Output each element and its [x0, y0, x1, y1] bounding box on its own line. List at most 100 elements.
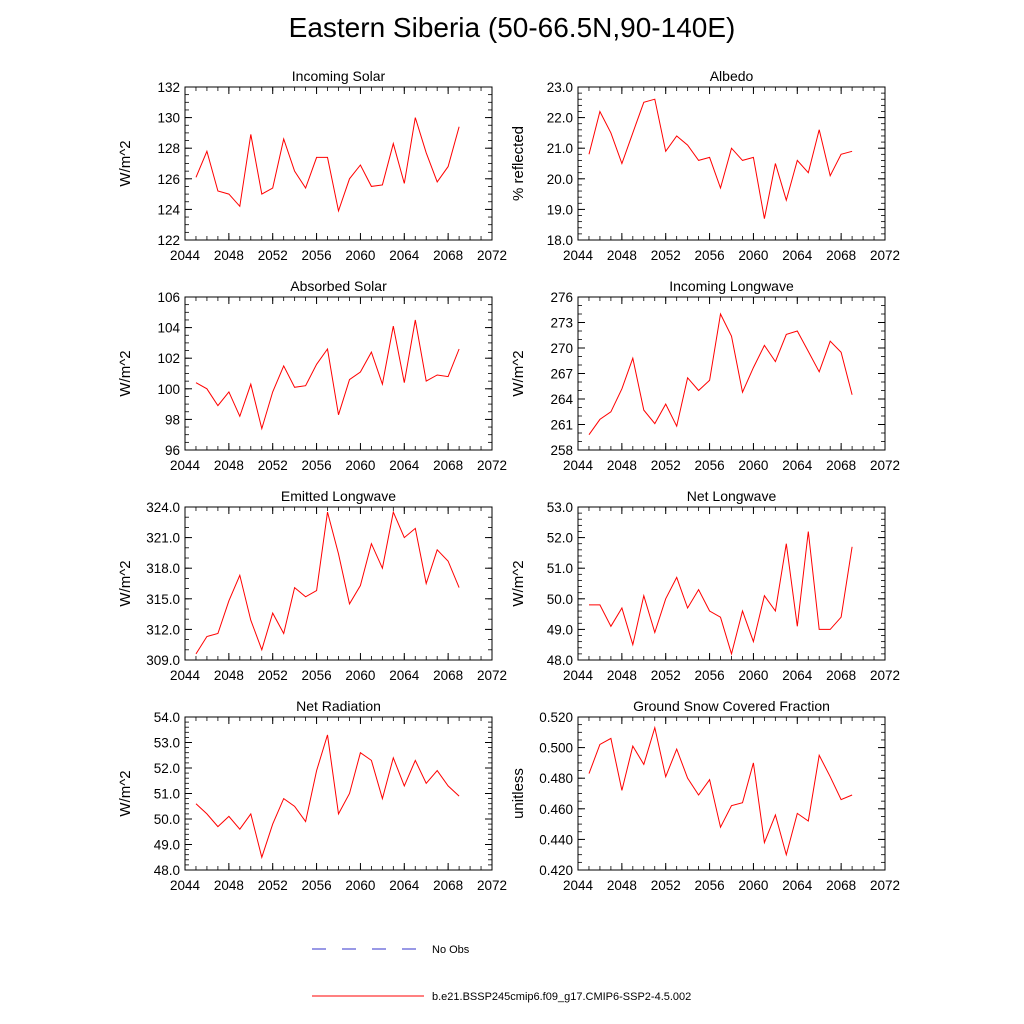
y-tick-label: 18.0: [547, 233, 573, 248]
y-tick-label: 321.0: [146, 531, 180, 546]
y-tick-label: 22.0: [547, 111, 573, 126]
x-tick-label: 2064: [389, 878, 420, 893]
y-tick-label: 128: [157, 141, 180, 156]
x-tick-label: 2052: [258, 668, 288, 683]
x-tick-label: 2068: [433, 248, 463, 263]
y-axis-label: W/m^2: [117, 350, 134, 396]
y-axis-label: W/m^2: [117, 770, 134, 816]
x-tick-label: 2048: [214, 458, 244, 473]
plot-frame: [184, 506, 493, 661]
x-tick-label: 2072: [870, 668, 900, 683]
y-tick-label: 19.0: [547, 202, 573, 217]
x-tick-label: 2060: [738, 458, 768, 473]
x-tick-label: 2072: [870, 878, 900, 893]
y-tick-label: 124: [157, 202, 180, 217]
y-tick-label: 100: [157, 382, 180, 397]
y-tick-label: 267: [550, 367, 573, 382]
y-tick-label: 264: [550, 392, 573, 407]
legend-label: b.e21.BSSP245cmip6.f09_g17.CMIP6-SSP2-4.…: [432, 991, 691, 1003]
y-tick-label: 309.0: [146, 653, 180, 668]
x-tick-label: 2052: [258, 248, 288, 263]
y-tick-label: 126: [157, 172, 180, 187]
series-line: [195, 734, 460, 860]
y-tick-label: 23.0: [547, 80, 573, 95]
x-tick-label: 2056: [302, 248, 332, 263]
x-tick-label: 2060: [345, 878, 375, 893]
x-tick-label: 2056: [695, 668, 725, 683]
x-tick-label: 2072: [477, 878, 507, 893]
plot-frame: [577, 296, 886, 451]
x-tick-label: 2056: [302, 668, 332, 683]
x-tick-label: 2056: [695, 248, 725, 263]
legend: No Obs b.e21.BSSP245cmip6.f09_g17.CMIP6-S…: [312, 944, 691, 1003]
y-tick-label: 102: [157, 351, 180, 366]
x-tick-label: 2048: [214, 878, 244, 893]
y-axis-label: unitless: [510, 768, 527, 819]
y-tick-label: 122: [157, 233, 180, 248]
panel-1: Albedo 18.0 19.0 20.0 21.0 22.0 23.0 2044 2048 20…: [510, 68, 900, 263]
plot-frame: [184, 296, 493, 451]
x-tick-label: 2068: [433, 668, 463, 683]
x-tick-label: 2044: [563, 248, 594, 263]
panel-title: Net Longwave: [687, 488, 777, 504]
y-tick-label: 51.0: [547, 561, 573, 576]
y-tick-label: 53.0: [154, 736, 180, 751]
x-tick-label: 2052: [651, 878, 681, 893]
x-tick-label: 2048: [607, 458, 637, 473]
x-tick-label: 2068: [826, 458, 856, 473]
y-tick-label: 106: [157, 290, 180, 305]
x-tick-label: 2064: [782, 458, 813, 473]
y-tick-label: 52.0: [547, 531, 573, 546]
y-tick-label: 324.0: [146, 500, 180, 515]
x-tick-label: 2064: [782, 668, 813, 683]
x-tick-label: 2068: [433, 458, 463, 473]
x-tick-label: 2064: [389, 458, 420, 473]
plot-frame: [577, 716, 886, 871]
y-tick-label: 276: [550, 290, 573, 305]
panel-0: Incoming Solar 122 124 126 128 130 132 2044 2048…: [117, 68, 507, 263]
x-tick-label: 2052: [651, 668, 681, 683]
y-tick-label: 48.0: [547, 653, 573, 668]
y-tick-label: 96: [165, 443, 180, 458]
y-tick-label: 273: [550, 316, 573, 331]
panel-3: Incoming Longwave 258 261 264 267 270 273 276 20…: [510, 278, 900, 473]
y-tick-label: 0.420: [539, 863, 573, 878]
panel-title: Absorbed Solar: [290, 278, 387, 294]
y-tick-label: 104: [157, 321, 180, 336]
x-tick-label: 2052: [258, 458, 288, 473]
x-tick-label: 2044: [170, 248, 201, 263]
x-tick-label: 2056: [302, 458, 332, 473]
x-tick-label: 2052: [651, 458, 681, 473]
y-axis-label: W/m^2: [510, 350, 527, 396]
y-tick-label: 0.460: [539, 802, 573, 817]
y-tick-label: 318.0: [146, 561, 180, 576]
x-tick-label: 2044: [563, 878, 594, 893]
x-tick-label: 2072: [477, 248, 507, 263]
plot-frame: [184, 86, 493, 241]
y-axis-label: W/m^2: [117, 140, 134, 186]
panel-title: Incoming Longwave: [669, 278, 794, 294]
y-tick-label: 0.500: [539, 741, 573, 756]
series-line: [195, 319, 460, 431]
plot-frame: [577, 506, 886, 661]
y-tick-label: 312.0: [146, 622, 180, 637]
x-tick-label: 2060: [738, 878, 768, 893]
y-tick-label: 20.0: [547, 172, 573, 187]
x-tick-label: 2072: [477, 458, 507, 473]
series-line: [589, 531, 853, 656]
panel-title: Emitted Longwave: [281, 488, 396, 504]
y-tick-label: 0.520: [539, 710, 573, 725]
series-line: [195, 117, 460, 213]
x-tick-label: 2052: [651, 248, 681, 263]
x-tick-label: 2056: [302, 878, 332, 893]
y-tick-label: 49.0: [547, 622, 573, 637]
y-axis-label: % reflected: [510, 126, 527, 201]
x-tick-label: 2068: [826, 668, 856, 683]
y-tick-label: 0.480: [539, 771, 573, 786]
y-tick-label: 315.0: [146, 592, 180, 607]
x-tick-label: 2056: [695, 458, 725, 473]
x-tick-label: 2060: [738, 248, 768, 263]
x-tick-label: 2048: [607, 878, 637, 893]
x-tick-label: 2044: [170, 458, 201, 473]
